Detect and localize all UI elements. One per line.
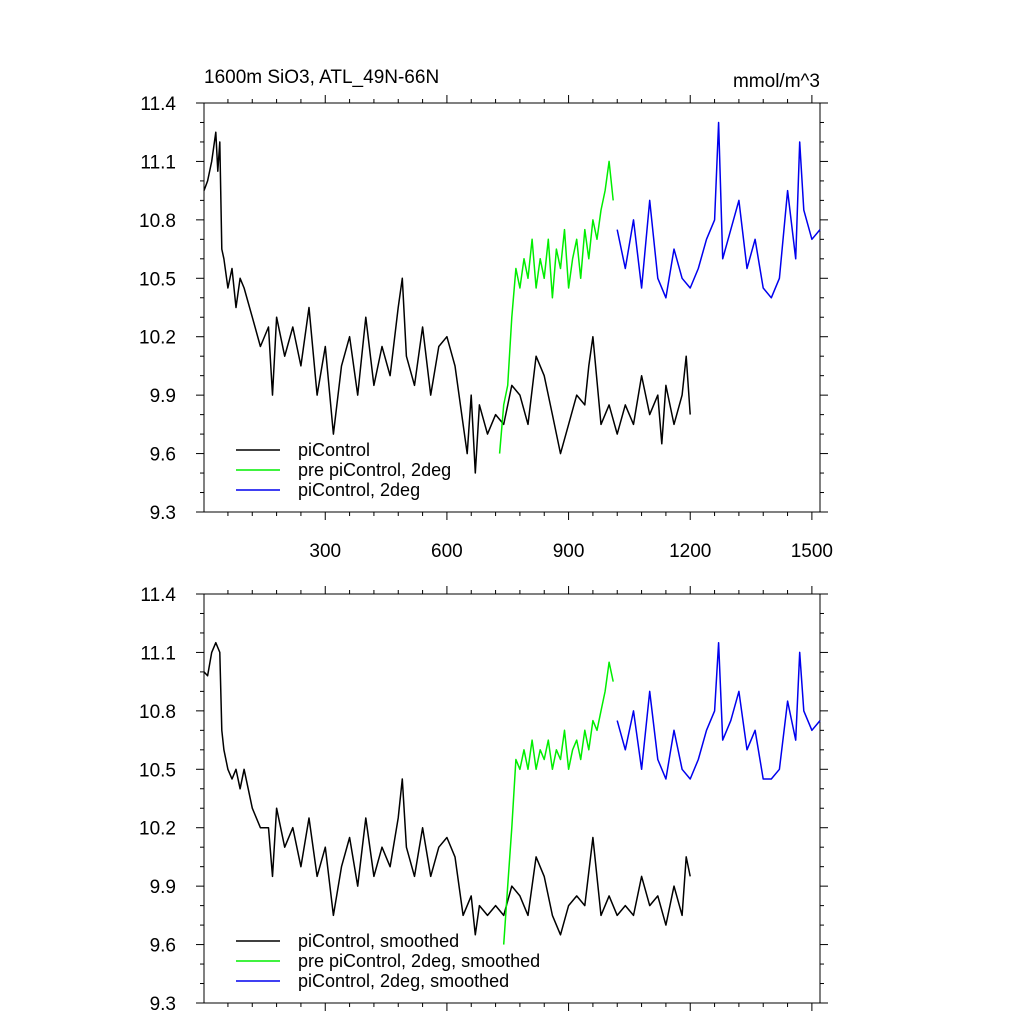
y-tick-label: 11.4 [140,585,176,606]
x-tick-label: 600 [431,541,463,562]
x-tick-label: 1200 [669,541,711,562]
legend-label: pre piControl, 2deg, smoothed [298,951,540,971]
y-tick-label: 10.2 [139,819,176,840]
legend-label: piControl, smoothed [298,931,459,951]
y-tick-label: 11.4 [140,94,176,115]
y-tick-label: 10.2 [139,328,176,349]
y-tick-label: 9.6 [150,936,176,957]
y-tick-label: 10.5 [139,269,176,290]
series-line [502,661,614,945]
y-tick-label: 10.8 [139,702,176,723]
series-line [616,641,821,780]
series-line [203,131,691,474]
panel-raw: 9.3 9.6 9.9 10.2 10.5 10.8 11.1 11.4 300 600 900 12… [139,94,833,562]
chart-title: 1600m SiO3, ATL_49N-66N [204,67,439,88]
y-tick-label: 9.6 [150,445,176,466]
y-tick-label: 10.5 [139,760,176,781]
x-tick-label: 900 [553,541,585,562]
plot-frame [203,593,821,1004]
y-tick-label: 9.9 [150,877,176,898]
series-line [616,121,821,299]
legend-label: piControl [298,440,370,460]
units-label: mmol/m^3 [733,71,820,92]
x-tick-label: 300 [309,541,341,562]
y-tick-label: 9.9 [150,386,176,407]
y-tick-label: 11.1 [140,152,176,173]
y-tick-label: 11.1 [140,643,176,664]
y-tick-label: 10.8 [139,211,176,232]
x-tick-label: 1500 [791,541,833,562]
plot-frame [203,102,821,513]
panel-smoothed: 9.3 9.6 9.9 10.2 10.5 10.8 11.1 11.4 piControl, … [139,585,828,1015]
legend-label: pre piControl, 2deg [298,460,451,480]
legend-label: piControl, 2deg [298,480,420,500]
series-line [498,160,614,454]
y-tick-label: 9.3 [150,503,176,524]
y-tick-label: 9.3 [150,994,176,1015]
legend-label: piControl, 2deg, smoothed [298,971,509,991]
series-line [203,641,691,936]
